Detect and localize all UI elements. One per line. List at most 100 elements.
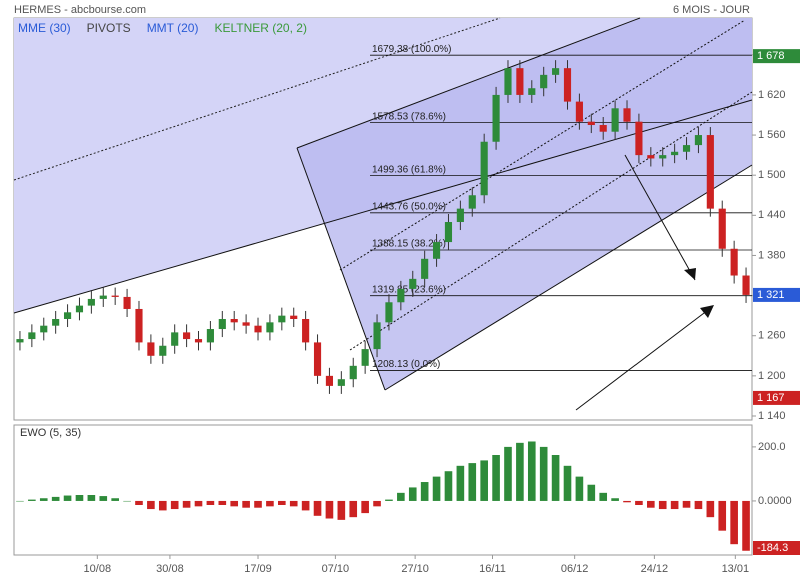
y-tick-label: 200.0 [758,441,786,453]
candle-body [337,379,345,386]
candle-body [254,325,262,333]
ewo-bar [301,500,310,511]
ewo-bar [39,498,48,501]
candle-body [742,275,750,295]
candle-body [528,88,536,95]
ewo-bar [373,500,381,507]
ewo-badge [753,541,800,555]
candle-body [611,108,619,132]
candle-body [671,151,679,156]
candle-body [171,332,179,346]
y-tick-label: 1 560 [758,129,786,141]
candle-body [659,155,667,159]
x-tick-label: 10/08 [84,563,112,575]
pivot-dotted [13,17,501,181]
ewo-bar [51,496,60,501]
candle-body [63,312,72,319]
ewo-bar [635,500,643,505]
y-tick-label: 1 380 [758,249,786,261]
candle-body [623,108,631,122]
ewo-bar [313,500,322,516]
arrow-head [684,268,696,280]
candle-body [159,345,167,356]
candle-body [421,258,429,279]
channel-mid [339,19,746,271]
ewo-bar [194,500,203,507]
y-tick-label: 1 260 [758,330,786,342]
x-tick-label: 24/12 [641,563,669,575]
ewo-bar [444,471,453,501]
candle-body [587,121,595,126]
ewo-bar [623,500,631,503]
ewo-bar [658,500,667,510]
candle-body [111,295,119,297]
ewo-bar [254,500,262,508]
ewo-bar [28,499,36,501]
ewo-bar [99,496,108,501]
channel-zone [297,18,752,390]
candle-body [28,332,36,340]
x-tick-label: 27/10 [401,563,429,575]
candle-body [266,322,274,333]
candle-body [373,322,381,350]
x-tick-label: 16/11 [479,563,506,575]
arrow-head [700,305,714,318]
ewo-bar [718,500,727,531]
fib-label: 1208.13 (0.0%) [372,359,440,370]
ewo-bar [516,442,524,501]
legend: MME (30) PIVOTS MMT (20) KELTNER (20, 2) [18,21,307,35]
candle-body [99,295,107,299]
candle-body [290,315,298,319]
ewo-bar [670,500,679,510]
candle-body [242,322,250,326]
ewo-bar [480,460,488,501]
ewo-badge-label: -184.3 [757,542,788,554]
candle-body [409,278,417,289]
ewo-bar [385,499,393,501]
price-badge-label: 1 167 [757,392,785,404]
legend-entry: PIVOTS [87,21,131,35]
ewo-bar [420,482,429,501]
ewo-bar [730,500,738,545]
candle-body [563,68,572,102]
ewo-bar [111,498,119,501]
ewo-bar [599,492,608,501]
candle-body [40,325,48,333]
ewo-bar [87,495,96,501]
y-tick-label: 1 440 [758,209,786,221]
channel-top [296,17,641,149]
candle-body [361,349,369,366]
x-tick-label: 17/09 [244,563,272,575]
ewo-bar [349,500,358,518]
price-badge [753,390,800,405]
ewo-bar [135,500,143,505]
legend-entry: KELTNER (20, 2) [214,21,306,35]
candle-body [635,121,643,156]
channel-bottom [384,164,753,391]
candle-body [278,315,286,323]
candle-body [218,318,226,330]
fib-label: 1499.36 (61.8%) [372,164,446,175]
candle-body [480,141,488,196]
ewo-bar [527,441,536,501]
ewo-bar [242,500,250,508]
fib-label: 1388.15 (38.2%) [372,239,446,250]
ewo-bar [266,500,274,507]
candle-body [16,339,24,343]
price-badge [753,287,800,302]
candle-body [504,68,512,95]
candle-body [694,135,703,146]
candle-body [135,308,143,343]
ewo-bar [361,500,369,514]
candle-body [516,68,524,95]
title: HERMES - abcbourse.com [14,4,146,16]
candle-body [730,248,738,276]
ewo-bar [182,500,191,508]
ewo-bar [504,446,512,501]
ewo-bar [206,500,215,505]
candle-body [183,332,191,340]
candle-body [349,365,357,380]
candle-body [194,339,203,343]
ewo-bar [563,465,572,501]
